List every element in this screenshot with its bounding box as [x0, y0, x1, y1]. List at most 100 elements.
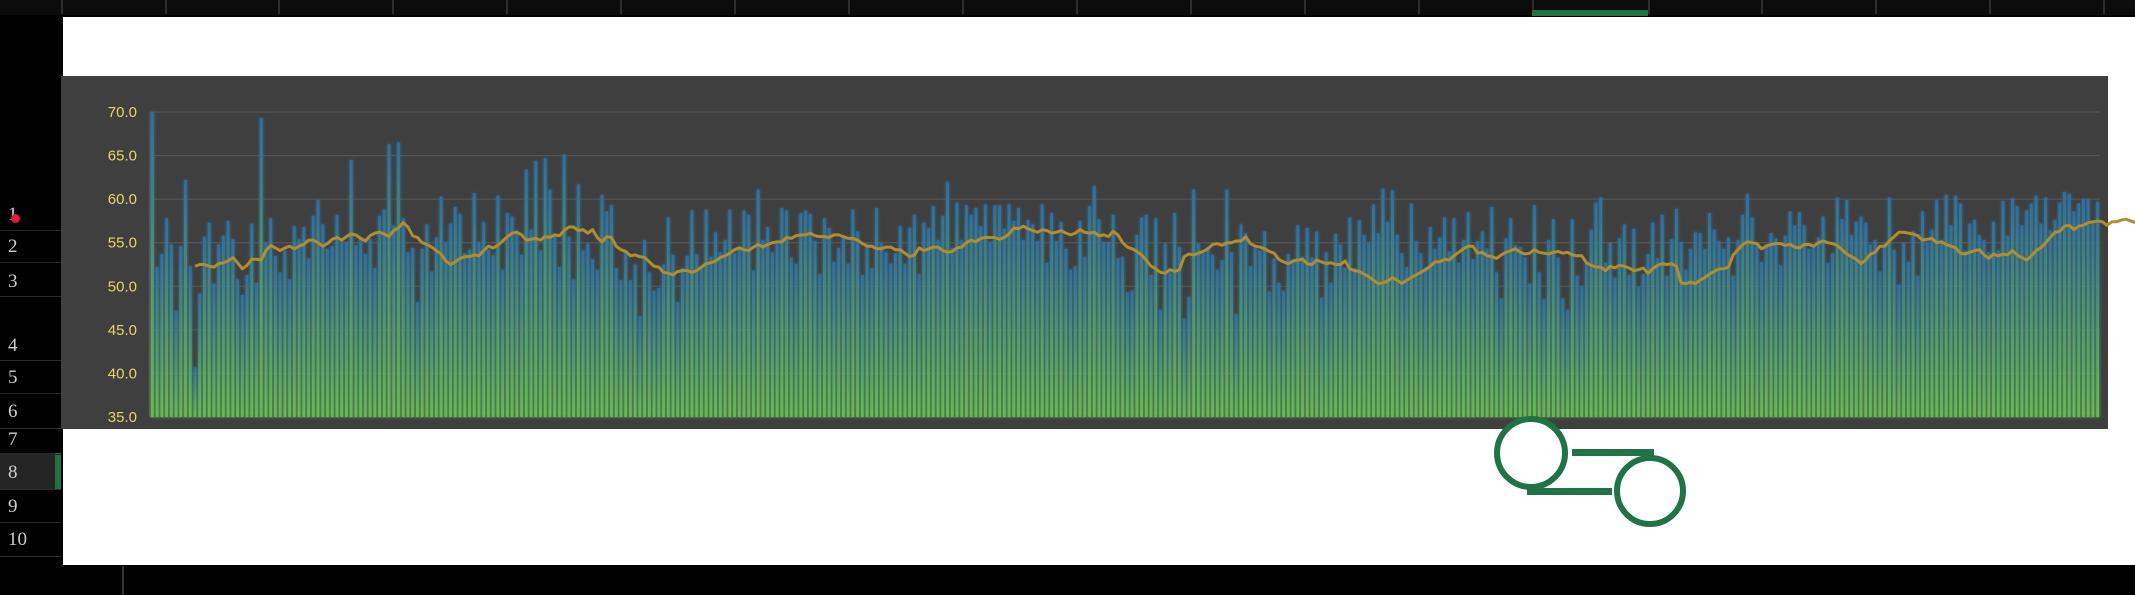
- bar: [1277, 282, 1281, 417]
- row-header-3[interactable]: 3: [8, 271, 18, 292]
- handle-circle[interactable]: [1614, 455, 1686, 527]
- bar: [1144, 214, 1148, 417]
- bar: [1414, 240, 1418, 417]
- bar: [212, 283, 216, 417]
- bar: [1859, 216, 1863, 417]
- bar: [1163, 243, 1167, 417]
- bar: [1017, 207, 1020, 417]
- bar: [1542, 299, 1546, 417]
- bar: [770, 252, 774, 417]
- bar: [666, 217, 670, 417]
- bar: [586, 243, 590, 417]
- bar: [865, 244, 869, 417]
- y-tick-label: 60.0: [108, 191, 137, 208]
- bar: [1092, 186, 1096, 417]
- bar: [704, 209, 708, 417]
- bar: [2077, 203, 2081, 417]
- row-divider: [0, 230, 61, 231]
- column-divider: [1304, 0, 1306, 14]
- row-header-8[interactable]: 8: [8, 462, 18, 483]
- bar: [387, 144, 391, 418]
- bar: [1930, 229, 1934, 417]
- bar: [1840, 219, 1844, 417]
- column-divider: [1418, 0, 1420, 14]
- row-header-2[interactable]: 2: [8, 236, 18, 257]
- column-divider: [848, 0, 850, 14]
- bar: [259, 118, 263, 417]
- bar: [1476, 240, 1480, 417]
- row-header-4[interactable]: 4: [8, 335, 18, 356]
- bar: [1291, 260, 1295, 417]
- row-header-9[interactable]: 9: [8, 496, 18, 517]
- bar: [979, 226, 983, 417]
- bar: [1627, 274, 1631, 417]
- bar: [501, 269, 505, 417]
- bar: [1026, 220, 1030, 417]
- bar: [307, 258, 310, 417]
- bar: [1622, 224, 1626, 417]
- bar: [1348, 217, 1352, 417]
- bar: [335, 214, 339, 417]
- bar: [1135, 234, 1139, 417]
- bar: [1532, 205, 1536, 417]
- bar: [870, 267, 874, 417]
- bar: [278, 272, 282, 417]
- bar: [553, 236, 557, 417]
- bar: [699, 266, 703, 417]
- bar: [633, 264, 637, 417]
- bar: [998, 205, 1001, 417]
- bar: [1031, 224, 1035, 417]
- column-divider: [165, 0, 167, 14]
- bar: [1935, 200, 1939, 417]
- bar: [1343, 267, 1347, 417]
- bar: [1982, 240, 1986, 417]
- bar: [1750, 217, 1754, 417]
- bar: [1140, 217, 1143, 417]
- bar: [576, 184, 580, 417]
- bar: [804, 210, 807, 417]
- bar: [1409, 203, 1413, 417]
- row-header-10[interactable]: 10: [8, 529, 27, 550]
- bar: [1958, 203, 1962, 417]
- bar: [155, 267, 159, 417]
- bar: [1050, 213, 1054, 417]
- bar: [695, 254, 699, 417]
- bar: [1097, 219, 1101, 417]
- row-header-5[interactable]: 5: [8, 367, 18, 388]
- row-divider: [0, 296, 61, 297]
- handle-circle[interactable]: [1494, 416, 1568, 490]
- bar: [434, 237, 438, 417]
- bar: [1324, 252, 1328, 417]
- bar: [1400, 253, 1404, 417]
- bar: [1107, 241, 1110, 417]
- bar: [1963, 250, 1967, 417]
- connector-handle-icon[interactable]: [1494, 416, 1686, 527]
- bar: [543, 158, 547, 417]
- row-divider: [0, 393, 61, 394]
- bar: [1206, 247, 1210, 417]
- bar: [647, 272, 651, 417]
- bar: [160, 254, 164, 417]
- status-bar-divider: [122, 566, 124, 595]
- y-tick-label: 55.0: [108, 235, 137, 252]
- bar: [794, 263, 798, 417]
- row-header-6[interactable]: 6: [8, 401, 18, 422]
- bar: [491, 254, 495, 417]
- bar: [1802, 225, 1806, 417]
- row-header-7[interactable]: 7: [8, 429, 18, 450]
- bar: [1831, 253, 1835, 417]
- bar: [860, 274, 864, 417]
- bar: [983, 204, 987, 417]
- bar: [761, 240, 765, 417]
- bar: [1656, 258, 1659, 417]
- bar: [2001, 200, 2005, 417]
- bar: [1315, 231, 1319, 417]
- bar: [240, 295, 244, 417]
- bar: [1793, 225, 1797, 417]
- bar: [1556, 257, 1560, 417]
- bar: [1869, 244, 1872, 417]
- bar: [823, 218, 826, 417]
- bar: [1064, 248, 1068, 417]
- bar: [1239, 224, 1243, 417]
- moving-average-line: [194, 217, 2135, 286]
